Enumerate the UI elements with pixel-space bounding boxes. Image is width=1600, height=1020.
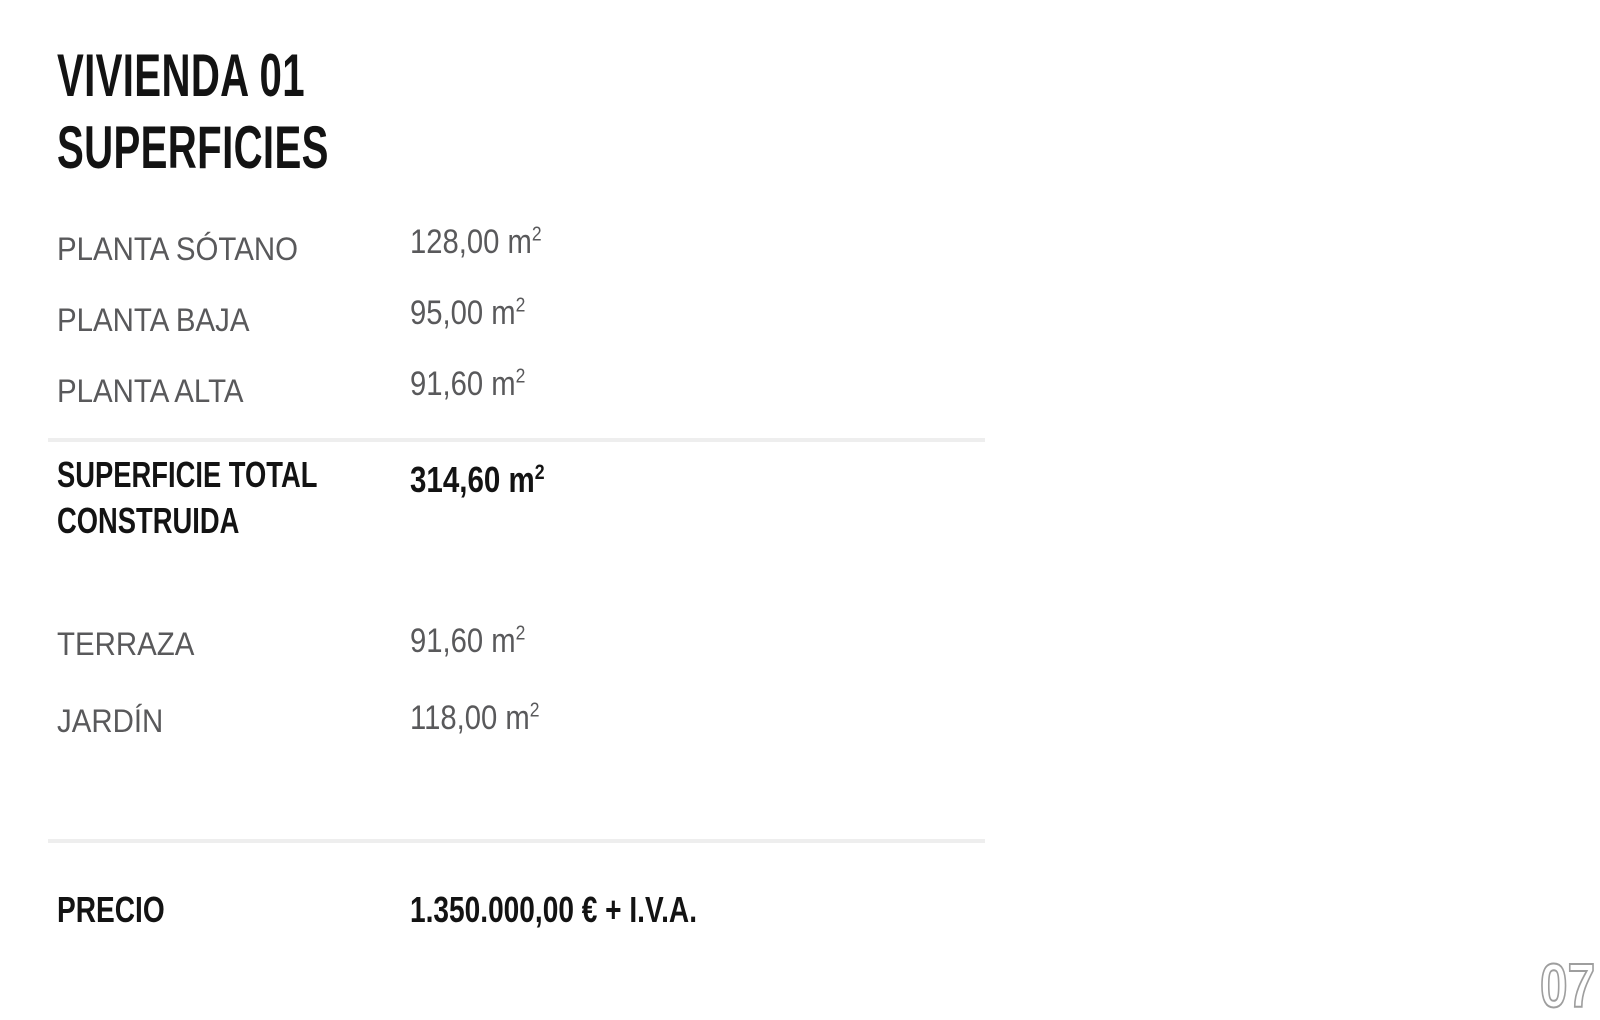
total-surface-row: SUPERFICIE TOTAL CONSTRUIDA 314,60 m2	[57, 452, 987, 544]
surface-row-value: 91,60 m2	[410, 622, 526, 660]
surface-row-label: PLANTA ALTA	[57, 373, 244, 409]
divider	[48, 839, 985, 843]
surface-row-value: 118,00 m2	[410, 699, 540, 737]
square-meter-exponent: 2	[515, 294, 526, 317]
surface-row-value: 128,00 m2	[410, 223, 542, 261]
surface-row: JARDÍN 118,00 m2	[57, 695, 987, 772]
square-meter-exponent: 2	[515, 622, 526, 645]
square-meter-exponent: 2	[531, 223, 542, 246]
floor-surfaces-list: PLANTA SÓTANO 128,00 m2 PLANTA BAJA 95,0…	[57, 223, 987, 438]
surface-row-label: PLANTA BAJA	[57, 302, 250, 338]
total-surface-value: 314,60 m2	[410, 459, 545, 500]
square-meter-exponent: 2	[534, 459, 545, 484]
square-meter-exponent: 2	[515, 365, 526, 388]
price-row: PRECIO 1.350.000,00 € + I.V.A.	[57, 890, 987, 930]
divider	[48, 438, 985, 442]
page-title-line2: SUPERFICIES	[57, 114, 329, 181]
square-meter-exponent: 2	[529, 699, 540, 722]
surface-row-value: 91,60 m2	[410, 365, 526, 403]
price-label: PRECIO	[57, 889, 165, 930]
surface-row-value: 95,00 m2	[410, 294, 526, 332]
outdoor-surfaces-list: TERRAZA 91,60 m2 JARDÍN 118,00 m2	[57, 618, 987, 772]
page-title-line1: VIVIENDA 01	[57, 42, 305, 109]
price-value: 1.350.000,00 € + I.V.A.	[410, 889, 698, 930]
surface-row-label: TERRAZA	[57, 626, 195, 662]
page-title: VIVIENDA 01 SUPERFICIES	[57, 40, 463, 184]
surface-row: TERRAZA 91,60 m2	[57, 618, 987, 695]
surface-row-label: JARDÍN	[57, 703, 164, 739]
page-number: 07	[1539, 952, 1596, 1020]
surface-row: PLANTA SÓTANO 128,00 m2	[57, 223, 987, 296]
surface-row: PLANTA BAJA 95,00 m2	[57, 294, 987, 367]
total-surface-label: SUPERFICIE TOTAL CONSTRUIDA	[57, 454, 318, 541]
surface-row-label: PLANTA SÓTANO	[57, 231, 299, 267]
surface-row: PLANTA ALTA 91,60 m2	[57, 365, 987, 438]
